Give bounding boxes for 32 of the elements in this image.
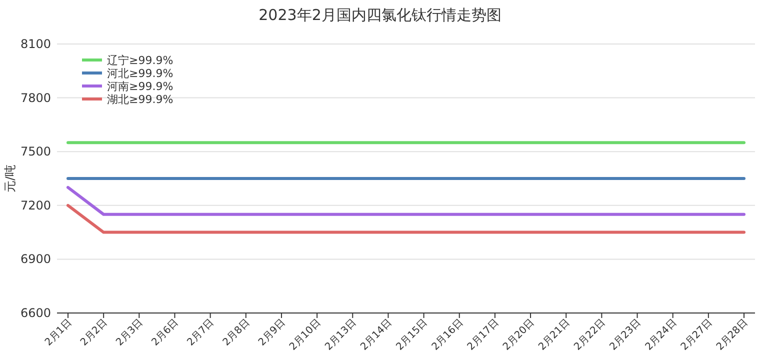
x-tick-label: 2月16日	[430, 317, 466, 353]
x-tick-label: 2月1日	[43, 317, 74, 348]
x-tick-label: 2月8日	[221, 317, 252, 348]
x-tick-label: 2月2日	[78, 317, 110, 348]
y-tick-label: 8100	[20, 37, 51, 51]
y-tick-label: 7800	[20, 90, 51, 105]
x-tick-label: 2月9日	[256, 317, 288, 348]
legend-label: 辽宁≥99.9%	[107, 54, 174, 67]
x-tick-label: 2月24日	[644, 317, 679, 353]
x-tick-label: 2月17日	[466, 317, 502, 353]
x-tick-label: 2月28日	[714, 317, 750, 353]
x-tick-label: 2月20日	[501, 317, 537, 353]
y-tick-label: 7200	[20, 198, 51, 212]
y-tick-label: 7500	[20, 144, 51, 159]
y-tick-label: 6900	[20, 252, 51, 266]
legend-label: 河南≥99.9%	[107, 80, 174, 93]
x-tick-label: 2月6日	[150, 317, 181, 348]
x-tick-label: 2月15日	[394, 317, 430, 353]
x-tick-label: 2月27日	[679, 317, 715, 353]
x-tick-label: 2月10日	[288, 317, 324, 353]
legend-label: 湖北≥99.9%	[107, 93, 174, 106]
y-tick-label: 6600	[20, 306, 51, 320]
x-tick-label: 2月23日	[608, 317, 644, 353]
x-tick-label: 2月13日	[323, 317, 359, 353]
x-tick-label: 2月21日	[536, 317, 572, 353]
chart-title: 2023年2月国内四氯化钛行情走势图	[258, 6, 502, 24]
x-tick-label: 2月14日	[358, 317, 394, 353]
y-axis-title: 元/吨	[3, 164, 17, 193]
x-tick-label: 2月22日	[572, 317, 608, 353]
legend-label: 河北≥99.9%	[107, 67, 174, 80]
x-tick-label: 2月7日	[186, 317, 216, 348]
x-tick-label: 2月3日	[114, 317, 146, 348]
